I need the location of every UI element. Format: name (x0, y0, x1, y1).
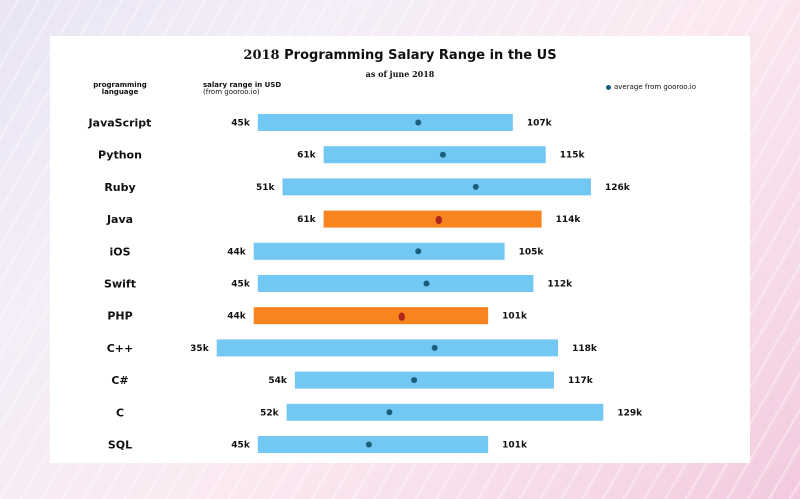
min-label-sql: 45k (231, 441, 251, 451)
language-label-csharp: C# (111, 374, 128, 387)
language-label-ruby: Ruby (104, 181, 135, 194)
chart-subtitle: as of june 2018 (365, 69, 435, 79)
min-label-ios: 44k (227, 247, 247, 257)
range-bar-python (323, 146, 546, 164)
min-label-php: 44k (227, 312, 247, 322)
max-label-javascript: 107k (527, 119, 553, 129)
average-dot-c (386, 409, 393, 416)
range-bar-java (323, 210, 542, 228)
range-bar-swift (257, 275, 534, 292)
average-dot-java (435, 215, 442, 225)
max-label-sql: 101k (502, 441, 528, 451)
min-label-cpppp: 35k (190, 344, 210, 354)
average-dot-sql (365, 441, 372, 448)
range-bar-ios (253, 242, 505, 260)
language-label-c: C (116, 406, 124, 419)
range-bar-cpppp (216, 339, 559, 357)
language-label-sql: SQL (108, 439, 132, 452)
max-label-swift: 112k (547, 280, 573, 290)
legend-label: average from gooroo.io (614, 83, 697, 91)
language-label-swift: Swift (104, 278, 136, 291)
range-bar-javascript (257, 114, 513, 131)
chart-title: 2018 Programming Salary Range in the US (50, 48, 750, 63)
max-label-cpppp: 118k (572, 344, 598, 354)
max-label-java: 114k (556, 215, 582, 225)
max-label-php: 101k (502, 312, 528, 322)
language-label-python: Python (98, 149, 142, 162)
legend: average from gooroo.io (606, 83, 696, 91)
range-bar-c (286, 403, 604, 421)
min-label-javascript: 45k (231, 119, 251, 129)
language-header-line1: programming (93, 81, 147, 89)
language-label-cpppp: C++ (107, 342, 134, 355)
max-label-c: 129k (617, 408, 643, 418)
language-column-header: programming language (82, 82, 158, 96)
min-label-java: 61k (297, 215, 317, 225)
range-bar-csharp (294, 371, 554, 389)
max-label-ios: 105k (519, 247, 545, 257)
language-label-java: Java (106, 213, 133, 226)
chart-title-year: 2018 (243, 48, 280, 63)
salary-header-line2: (from gooroo.io) (203, 88, 260, 96)
language-label-ios: iOS (109, 245, 130, 258)
language-header-line2: language (101, 88, 139, 96)
max-label-csharp: 117k (568, 376, 594, 386)
salary-header-line1: salary range in USD (203, 81, 282, 89)
chart-card: 2018 Programming Salary Range in the US … (50, 36, 750, 463)
average-dot-python (439, 151, 446, 158)
range-bar-sql (257, 436, 489, 453)
min-label-ruby: 51k (256, 183, 276, 193)
range-bar-ruby (282, 178, 591, 196)
average-dot-cpppp (431, 344, 438, 351)
average-dot-swift (423, 280, 430, 287)
average-dot-csharp (411, 377, 418, 384)
min-label-swift: 45k (231, 280, 251, 290)
min-label-c: 52k (260, 408, 280, 418)
average-dot-php (398, 312, 405, 321)
average-dot-ruby (472, 183, 479, 190)
salary-column-header: salary range in USD (from gooroo.io) (203, 82, 281, 96)
max-label-ruby: 126k (605, 183, 631, 193)
min-label-python: 61k (297, 151, 317, 161)
average-dot-ios (415, 248, 422, 255)
average-dot-javascript (415, 119, 422, 126)
max-label-python: 115k (560, 151, 586, 161)
language-label-javascript: JavaScript (88, 117, 152, 130)
legend-dot-icon (606, 84, 611, 90)
min-label-csharp: 54k (268, 376, 288, 386)
language-label-php: PHP (107, 310, 132, 323)
salary-range-chart: JavaScript 45k 107k Python 61k 115k Ruby 51k 126… (88, 114, 643, 453)
chart-title-text: Programming Salary Range in the US (284, 48, 557, 63)
range-bar-php (253, 307, 489, 325)
